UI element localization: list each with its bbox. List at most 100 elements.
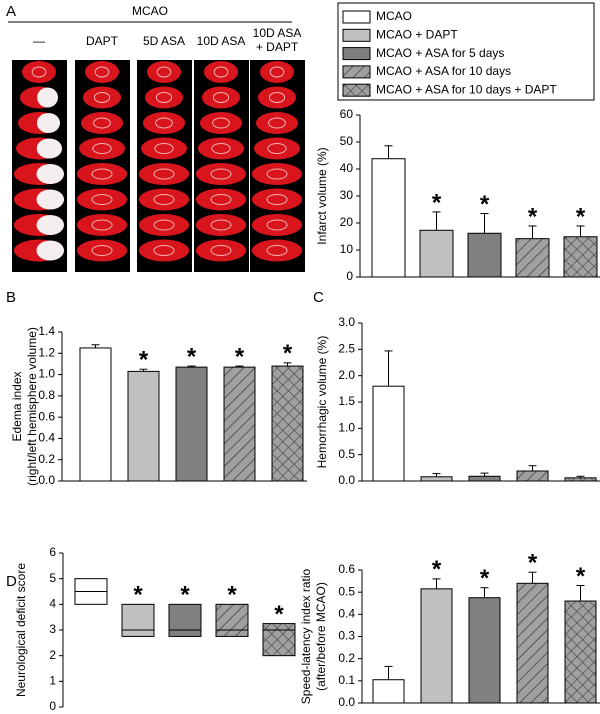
bar (79, 347, 112, 482)
y-tick-label: 1 (49, 674, 56, 688)
brain-slice (200, 112, 242, 134)
legend-box (337, 2, 595, 101)
bar (467, 232, 502, 278)
significance-marker: * (528, 550, 538, 577)
y-tick-label: 1.0 (338, 421, 355, 435)
bar (420, 476, 453, 482)
bar (516, 470, 549, 482)
slice-detail (210, 219, 232, 231)
legend-swatch (342, 10, 371, 24)
slice-detail (93, 92, 111, 103)
significance-marker: * (180, 582, 190, 609)
column-label: — (33, 34, 45, 48)
infarct (36, 113, 60, 133)
significance-marker: * (480, 191, 490, 218)
significance-marker: * (432, 556, 442, 583)
brain-slice (141, 137, 187, 160)
y-axis-label: Neurological deficit score (14, 563, 28, 697)
y-tick-label: 0 (346, 269, 353, 283)
significance-marker: * (576, 563, 586, 590)
brain-slice (256, 112, 298, 134)
brain-slice (252, 163, 302, 185)
brain-slice (139, 239, 189, 262)
legend-swatch (342, 83, 371, 97)
y-tick-label: 2.0 (338, 368, 355, 382)
brain-slice (254, 137, 300, 160)
slice-detail (268, 92, 286, 103)
y-axis-label: (right/left hemisphere volume) (25, 327, 39, 486)
column-label: 10D ASA (253, 26, 302, 40)
panel-label: B (6, 289, 16, 306)
significance-marker: * (227, 582, 237, 609)
y-tick-label: 0.6 (338, 562, 355, 576)
slice-detail (153, 219, 175, 231)
y-axis-label: Speed-latency index ratio (299, 568, 313, 704)
slice-detail (211, 143, 231, 154)
y-tick-label: 40 (340, 161, 354, 175)
brain-slice (22, 61, 56, 83)
slice-detail (267, 143, 287, 154)
brain-slice (77, 188, 127, 211)
column-label: 5D ASA (143, 34, 185, 48)
brain-slice (139, 163, 189, 185)
slice-detail (212, 92, 230, 103)
slice-detail (94, 66, 110, 78)
significance-marker: * (187, 343, 197, 370)
brain-slice (198, 137, 244, 160)
bar (516, 582, 549, 704)
y-tick-label: 20 (340, 215, 354, 229)
bar (372, 679, 405, 704)
y-axis-label: (after/before MCAO) (314, 582, 328, 691)
panel-label: C (313, 289, 324, 306)
column-label: + DAPT (256, 40, 299, 54)
bar (271, 365, 304, 482)
y-axis-label: Edema index (10, 371, 24, 441)
y-tick-label: 0.2 (338, 651, 355, 665)
significance-marker: * (576, 203, 586, 230)
slice-detail (155, 117, 173, 129)
slice-detail (91, 168, 113, 180)
slice-detail (153, 194, 175, 205)
infarct (36, 240, 64, 261)
box (168, 603, 202, 637)
significance-marker: * (235, 343, 245, 370)
slice-detail (91, 219, 113, 231)
slice-detail (210, 245, 232, 256)
column-label: 10D ASA (197, 34, 246, 48)
slice-detail (268, 117, 286, 129)
brain-slice (145, 86, 183, 109)
bar (372, 385, 405, 482)
slice-detail (266, 194, 288, 205)
brain-slice (196, 214, 246, 236)
y-tick-label: 0.4 (338, 607, 355, 621)
y-tick-label: 10 (340, 242, 354, 256)
legend-swatch (342, 47, 371, 61)
infarct (36, 189, 64, 210)
significance-marker: * (480, 565, 490, 592)
box (121, 603, 155, 637)
y-tick-label: 2 (49, 648, 56, 662)
y-tick-label: 1.0 (38, 367, 55, 381)
bar (468, 475, 501, 482)
brain-slice (196, 239, 246, 262)
y-tick-label: 5 (49, 571, 56, 585)
bar (127, 370, 160, 482)
slice-detail (31, 66, 47, 78)
y-tick-label: 3 (49, 622, 56, 636)
slice-detail (156, 66, 172, 78)
slice-detail (212, 117, 230, 129)
brain-slice (143, 112, 185, 134)
slice-detail (266, 168, 288, 180)
y-tick-label: 4 (49, 597, 56, 611)
y-tick-label: 0.1 (338, 673, 355, 687)
brain-slice (147, 61, 181, 83)
significance-marker: * (274, 601, 284, 628)
brain-slice (252, 239, 302, 262)
panel-label: D (6, 573, 17, 590)
legend-label: MCAO (376, 9, 412, 23)
brain-slice (204, 61, 238, 83)
significance-marker: * (139, 347, 149, 374)
y-tick-label: 0.3 (338, 629, 355, 643)
legend-label: MCAO + DAPT (376, 27, 458, 41)
